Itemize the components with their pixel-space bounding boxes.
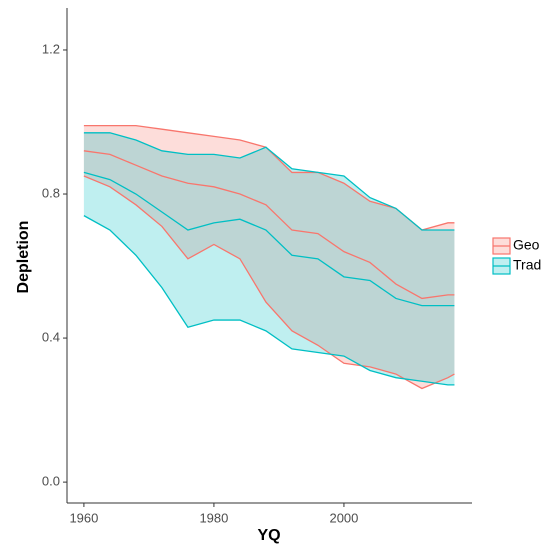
y-tick-label: 0.0 — [42, 474, 60, 489]
ribbon-edge-line — [83, 175, 455, 390]
y-axis-title: Depletion — [15, 221, 32, 294]
ribbon-edge-line — [83, 215, 455, 386]
x-axis-title: YQ — [257, 527, 280, 544]
ribbon-edge-line — [83, 132, 455, 231]
ribbon-mid-line — [83, 150, 455, 300]
ribbon-area — [83, 125, 455, 389]
x-tick-label: 1960 — [69, 510, 98, 525]
legend-label: Trad — [513, 257, 541, 273]
ribbon-mid-line — [83, 171, 455, 307]
y-tick-label: 0.4 — [42, 330, 60, 345]
x-tick-label: 2000 — [329, 510, 358, 525]
x-tick-label: 1980 — [199, 510, 228, 525]
y-tick-label: 0.8 — [42, 185, 60, 200]
legend-label: Geo — [513, 237, 540, 253]
y-tick-label: 1.2 — [42, 41, 60, 56]
